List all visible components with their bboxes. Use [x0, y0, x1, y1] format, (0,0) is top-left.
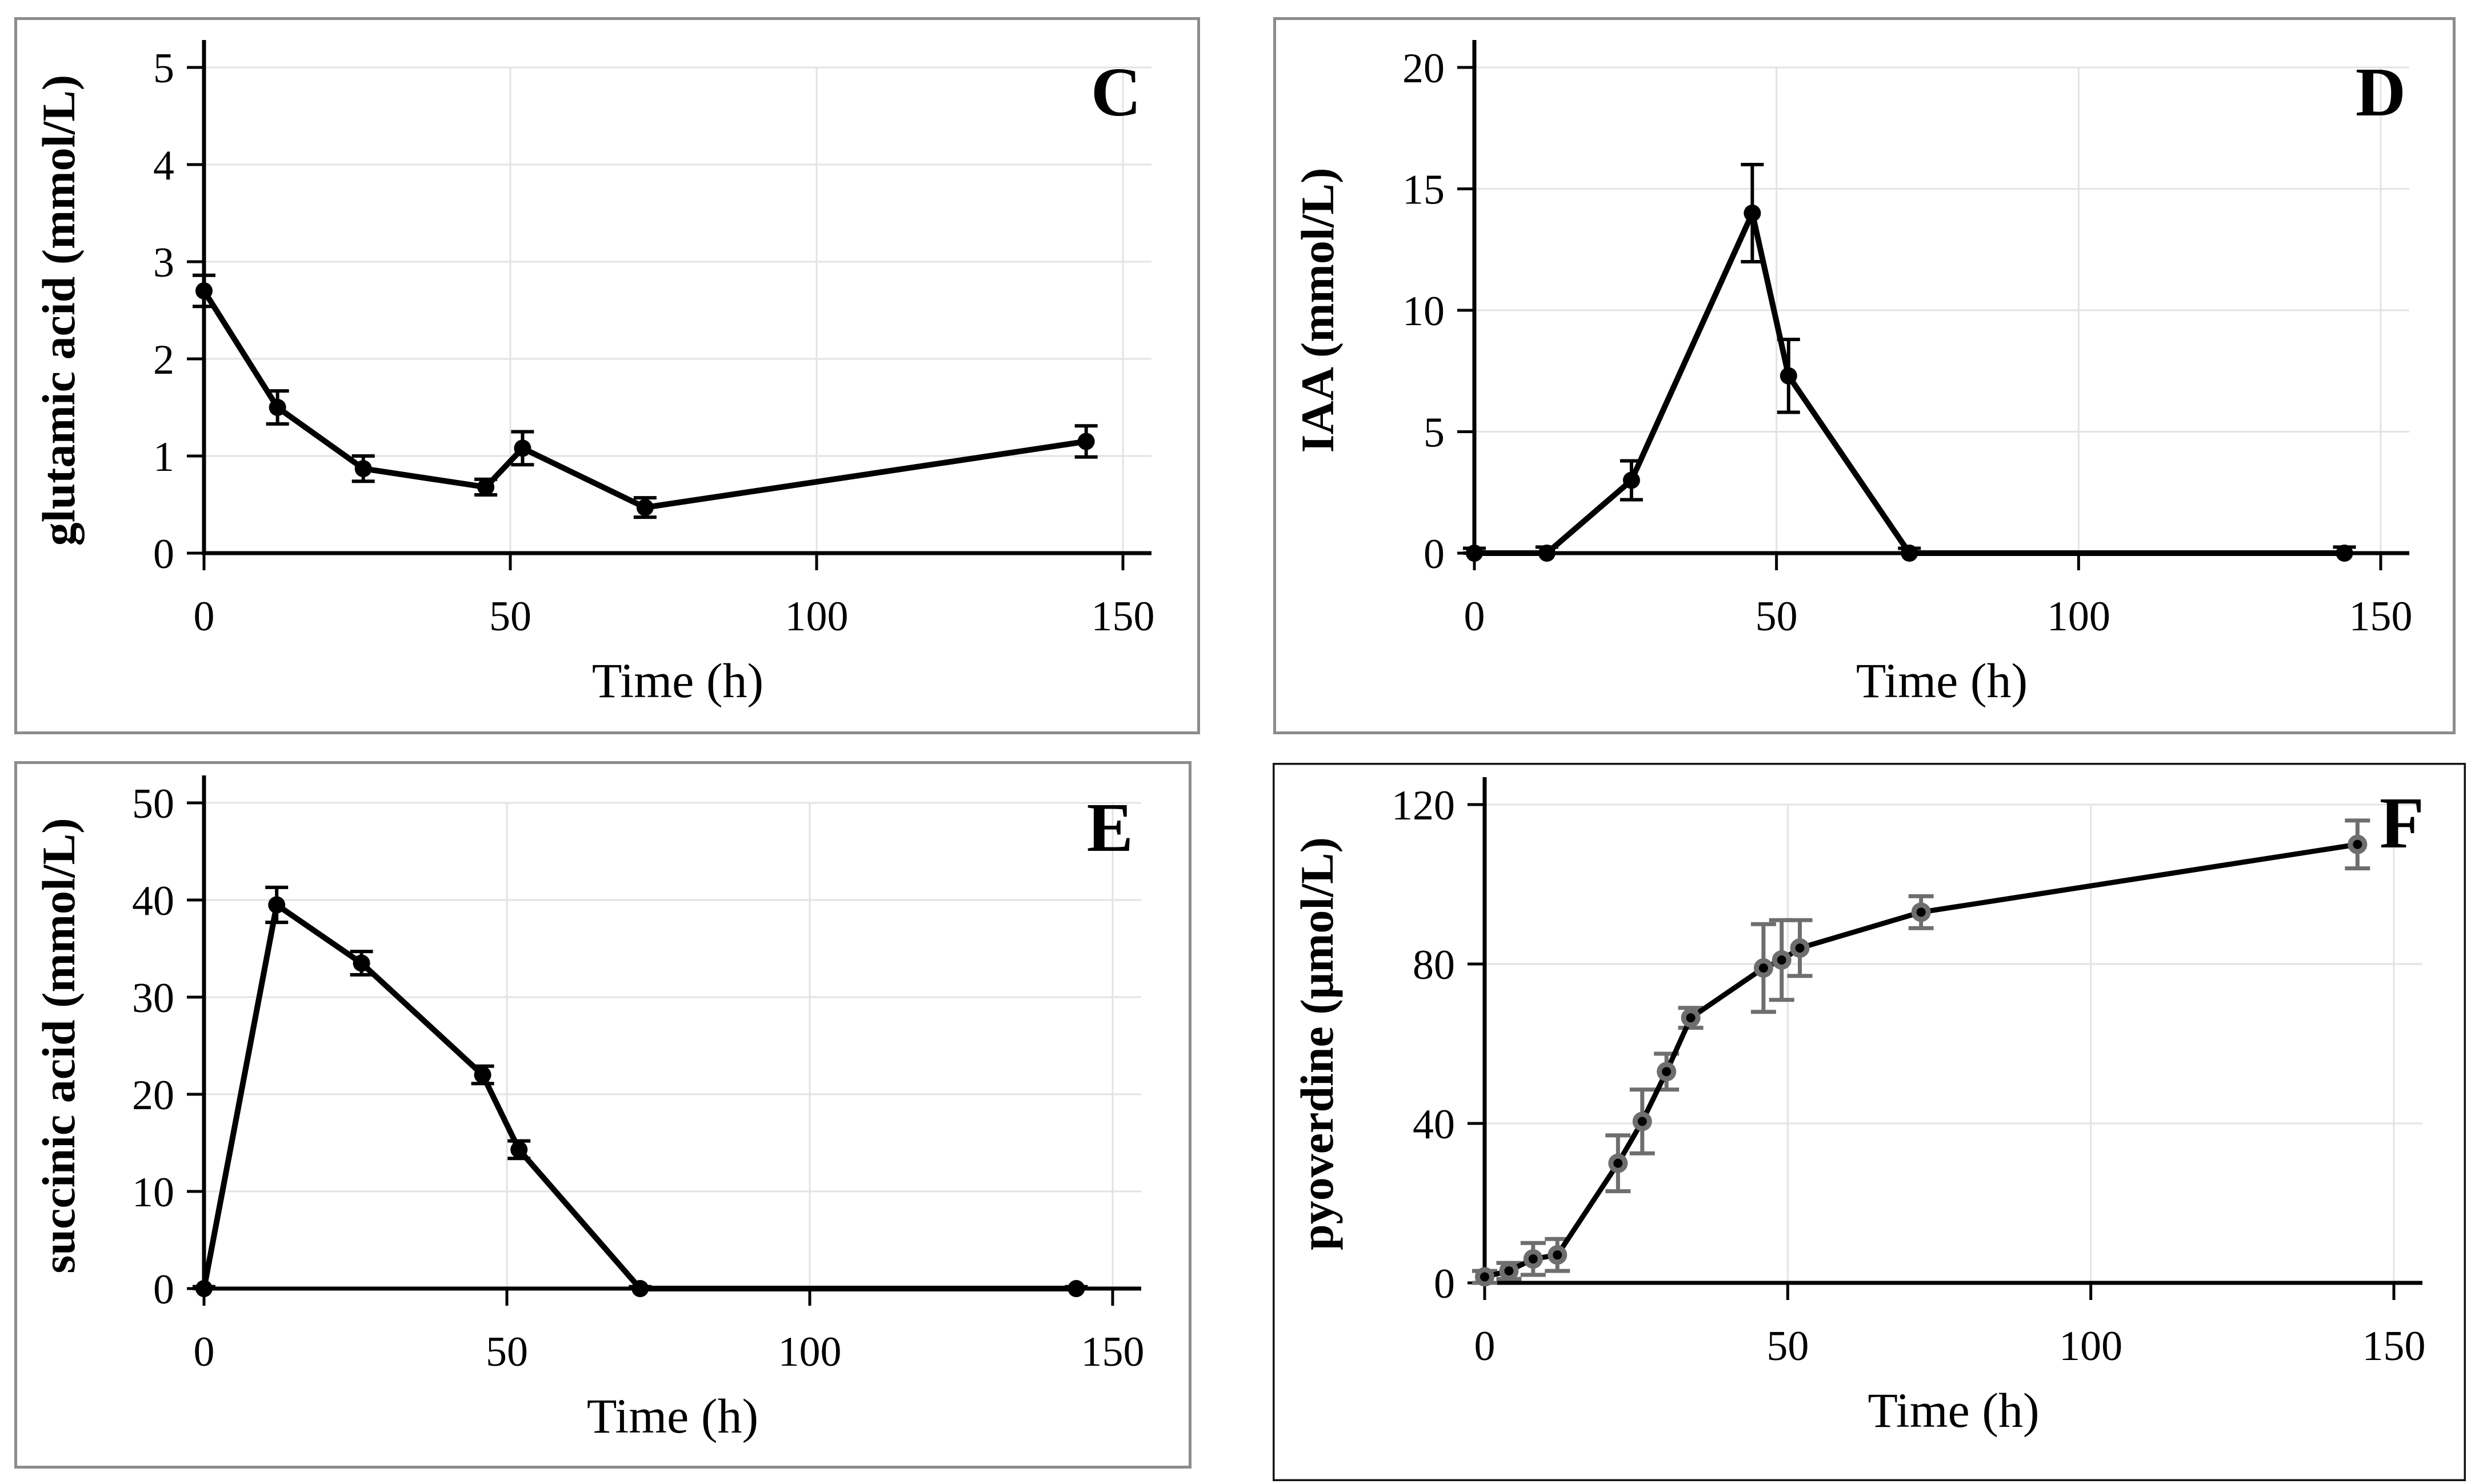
- panel-border: [14, 17, 1200, 734]
- y-tick-label: 15: [1402, 167, 1445, 214]
- x-tick-label: 100: [785, 593, 849, 640]
- x-axis-title: Time (h): [587, 1389, 758, 1443]
- y-tick-label: 30: [132, 975, 174, 1022]
- y-tick-label: 50: [132, 781, 174, 827]
- y-tick-label: 120: [1392, 782, 1455, 829]
- data-point-marker: [631, 1280, 649, 1297]
- x-tick-label: 150: [1091, 593, 1155, 640]
- data-point-marker: [1901, 545, 1918, 562]
- data-point-marker: [1067, 1280, 1085, 1297]
- data-point-marker: [195, 282, 213, 299]
- y-tick-label: 1: [153, 434, 174, 481]
- x-tick-label: 0: [1474, 1323, 1496, 1370]
- panel-letter: F: [2380, 782, 2424, 863]
- data-point-marker: [1911, 902, 1931, 922]
- y-tick-label: 20: [1402, 45, 1445, 92]
- x-tick-label: 150: [2349, 593, 2413, 640]
- x-tick-label: 0: [194, 593, 215, 640]
- chart-svg-f: 0 40 80 120 0 50 100 150 pyoverdine (μmol/L) Time…: [1273, 763, 2466, 1481]
- data-point-marker: [353, 954, 370, 972]
- x-tick-label: 0: [1464, 593, 1485, 640]
- data-point-marker: [1523, 1249, 1543, 1269]
- x-axis-title: Time (h): [1868, 1383, 2039, 1438]
- y-axis-title: IAA (mmol/L): [1292, 168, 1344, 453]
- y-axis-title: pyoverdine (μmol/L): [1291, 837, 1343, 1250]
- x-tick-label: 0: [194, 1329, 215, 1375]
- y-tick-label: 0: [153, 531, 174, 578]
- chart-svg-e: 0 10 20 30 40 50 0 50 100 150 succinic acid (mmol/…: [14, 761, 1191, 1469]
- data-point-marker: [1780, 367, 1797, 385]
- data-point-marker: [1548, 1245, 1568, 1265]
- y-tick-label: 20: [132, 1072, 174, 1119]
- panel-border: [14, 761, 1191, 1469]
- data-point-marker: [514, 439, 531, 457]
- data-point-marker: [269, 399, 286, 416]
- data-point-marker: [1499, 1261, 1519, 1281]
- panel-border: [1273, 17, 2456, 734]
- panel-letter: D: [2356, 54, 2406, 131]
- data-point-marker: [1681, 1008, 1701, 1028]
- data-point-marker: [1790, 938, 1810, 958]
- data-point-marker: [1657, 1062, 1677, 1082]
- y-tick-label: 10: [132, 1169, 174, 1216]
- data-point-marker: [195, 1280, 213, 1297]
- x-tick-label: 50: [489, 593, 531, 640]
- y-tick-label: 10: [1402, 288, 1445, 335]
- y-tick-label: 0: [1424, 531, 1445, 578]
- data-point-marker: [2348, 834, 2368, 854]
- y-tick-label: 3: [153, 239, 174, 286]
- y-axis-title: succinic acid (mmol/L): [33, 818, 85, 1273]
- y-tick-label: 2: [153, 337, 174, 383]
- x-tick-label: 50: [486, 1329, 528, 1375]
- panel-succinic-acid: 0 10 20 30 40 50 0 50 100 150 succinic acid (mmol/…: [14, 761, 1191, 1469]
- y-tick-label: 40: [132, 878, 174, 925]
- data-point-marker: [1538, 545, 1556, 562]
- panel-glutamic-acid: 0 1 2 3 4 5 0 50 100 150 glutamic acid (mmol/L) Tim…: [14, 17, 1200, 734]
- x-tick-label: 100: [2047, 593, 2110, 640]
- x-tick-label: 50: [1766, 1323, 1809, 1370]
- y-tick-label: 80: [1413, 942, 1455, 989]
- y-tick-label: 40: [1413, 1101, 1455, 1148]
- x-tick-label: 50: [1756, 593, 1798, 640]
- data-point-marker: [1753, 958, 1773, 978]
- x-tick-label: 150: [2362, 1323, 2426, 1370]
- x-tick-label: 100: [2059, 1323, 2122, 1370]
- data-point-marker: [1077, 433, 1095, 450]
- x-tick-label: 150: [1081, 1329, 1145, 1375]
- y-tick-label: 4: [153, 142, 174, 189]
- panel-iaa: 0 5 10 15 20 0 50 100 150 IAA (mmol/L) Time (h) D: [1273, 17, 2456, 734]
- x-tick-label: 100: [778, 1329, 842, 1375]
- panel-pyoverdine: 0 40 80 120 0 50 100 150 pyoverdine (μmol/L) Time…: [1273, 763, 2466, 1481]
- data-point-marker: [268, 896, 286, 914]
- data-point-marker: [1622, 471, 1640, 489]
- y-tick-label: 5: [1424, 410, 1445, 457]
- y-tick-label: 5: [153, 45, 174, 92]
- panel-letter: C: [1091, 54, 1141, 131]
- data-point-marker: [354, 460, 372, 478]
- data-point-marker: [1744, 205, 1761, 222]
- data-point-marker: [2336, 545, 2353, 562]
- x-axis-title: Time (h): [1856, 653, 2028, 708]
- data-point-marker: [1772, 950, 1792, 970]
- chart-svg-d: 0 5 10 15 20 0 50 100 150 IAA (mmol/L) Time (h) D: [1273, 17, 2456, 734]
- data-point-marker: [510, 1141, 528, 1158]
- panel-letter: E: [1087, 789, 1133, 866]
- x-axis-title: Time (h): [592, 653, 763, 708]
- y-tick-label: 0: [153, 1266, 174, 1313]
- data-point-marker: [477, 478, 495, 496]
- data-point-marker: [1466, 545, 1483, 562]
- y-axis-title: glutamic acid (mmol/L): [33, 75, 85, 546]
- data-point-marker: [474, 1066, 491, 1083]
- data-point-marker: [1475, 1267, 1494, 1287]
- data-point-marker: [636, 499, 654, 517]
- data-point-marker: [1608, 1153, 1628, 1173]
- y-tick-label: 0: [1434, 1261, 1455, 1307]
- data-point-marker: [1632, 1111, 1652, 1131]
